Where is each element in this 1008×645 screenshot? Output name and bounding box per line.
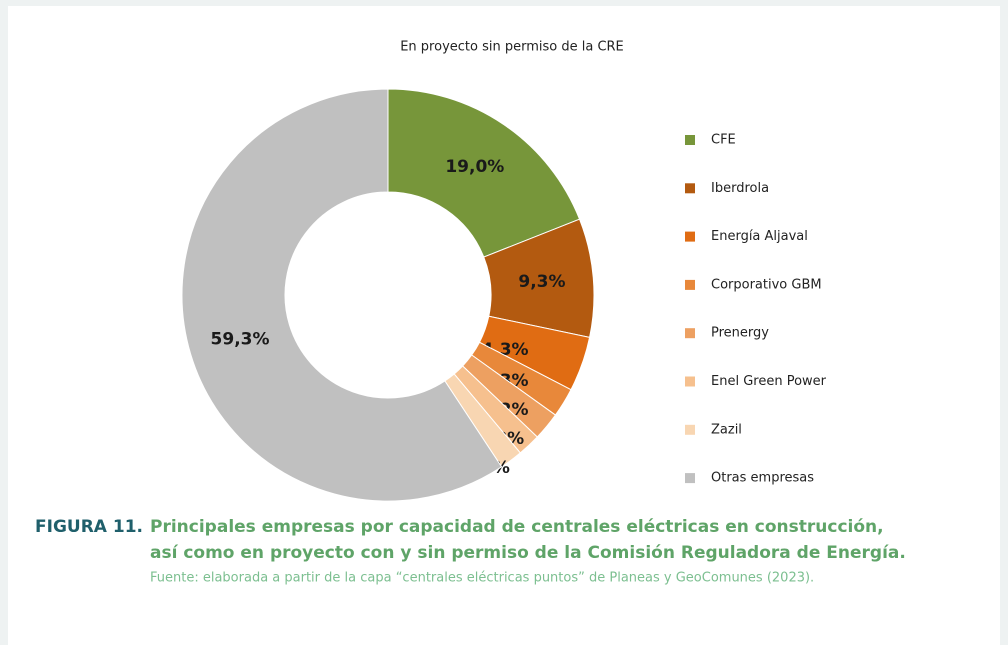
figure-label: FIGURA 11. xyxy=(35,517,143,537)
legend-label: Otras empresas xyxy=(711,471,814,486)
data-label: 19,0% xyxy=(445,157,504,177)
legend-swatch xyxy=(685,135,695,145)
donut-slice xyxy=(181,88,503,502)
legend-swatch xyxy=(685,328,695,339)
legend-swatch xyxy=(685,424,695,435)
legend-swatch xyxy=(685,279,695,290)
caption-line: Principales empresas por capacidad de ce… xyxy=(150,517,884,537)
caption-source: Fuente: elaborada a partir de la capa “c… xyxy=(150,571,814,586)
data-label: 59,3% xyxy=(211,330,270,350)
legend-label: Enel Green Power xyxy=(711,374,827,389)
legend-swatch xyxy=(685,473,695,484)
legend-label: Iberdrola xyxy=(711,181,769,196)
caption-line: así como en proyecto con y sin permiso d… xyxy=(150,543,906,563)
donut-slice xyxy=(387,88,581,258)
legend-label: Zazil xyxy=(711,422,742,437)
legend-swatch xyxy=(685,183,695,194)
legend-label: Prenergy xyxy=(711,326,769,341)
legend-label: Energía Aljaval xyxy=(711,229,808,244)
legend-swatch xyxy=(685,231,695,242)
legend-label: Corporativo GBM xyxy=(711,277,822,292)
legend-label: CFE xyxy=(711,133,736,148)
chart-title: En proyecto sin permiso de la CRE xyxy=(400,40,624,55)
legend-swatch xyxy=(685,376,695,387)
data-label: 9,3% xyxy=(518,272,565,292)
